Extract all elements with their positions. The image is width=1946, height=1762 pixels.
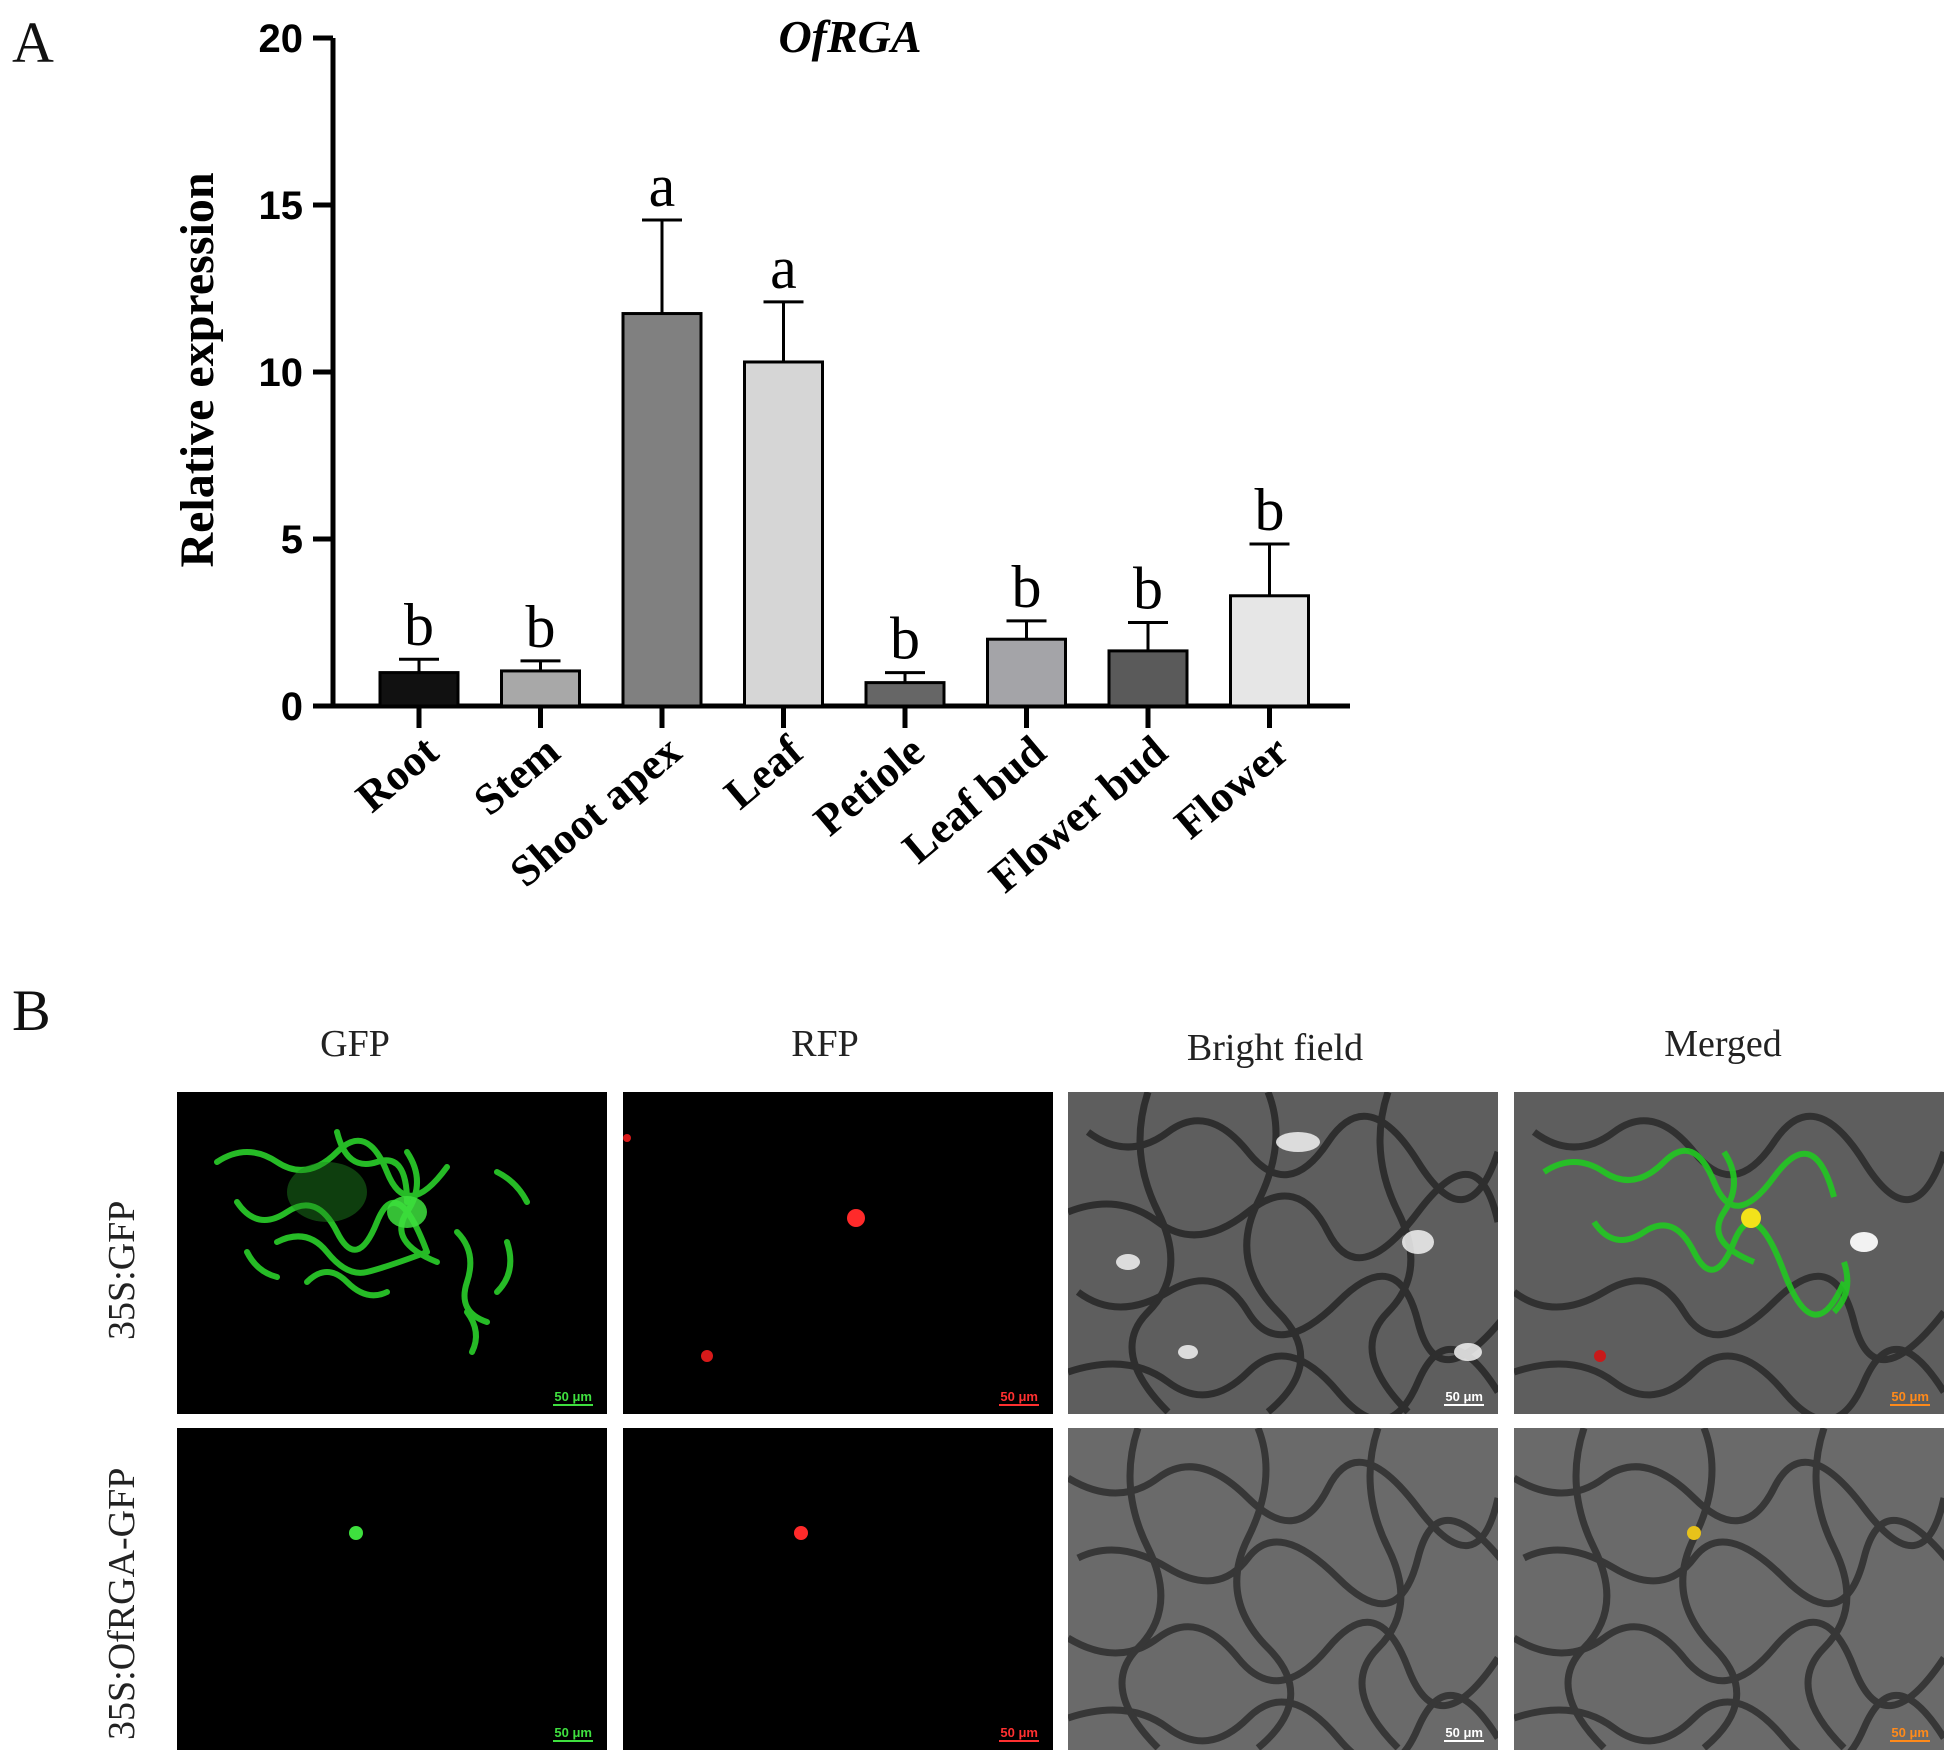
y-tick-label: 15: [259, 184, 304, 228]
panel-letter-b: B: [12, 978, 51, 1043]
bright-field-cells: [1068, 1092, 1498, 1414]
significance-letters: b b a a b b b b: [404, 153, 1285, 672]
column-header-gfp: GFP: [320, 1023, 390, 1065]
bar: [864, 681, 946, 708]
y-tick-label: 10: [259, 351, 304, 395]
column-header-rfp: RFP: [791, 1023, 859, 1065]
row-label-35s-ofrga-gfp: 35S:OfRGA-GFP: [101, 1467, 143, 1740]
column-header-merged: Merged: [1664, 1023, 1782, 1065]
x-tick-label: Root: [347, 726, 448, 822]
scale-bar: 50 μm: [553, 1725, 593, 1742]
bar: [1229, 594, 1310, 708]
merged-cells: [1514, 1092, 1944, 1414]
axes: [330, 38, 1350, 709]
significance-letter: a: [770, 235, 797, 301]
significance-letter: b: [1012, 554, 1042, 620]
gfp-signal-pattern: [214, 1129, 530, 1355]
x-tick-label: Flower: [1165, 726, 1298, 848]
y-tick-label: 0: [281, 685, 303, 729]
significance-letter: b: [1133, 556, 1163, 622]
significance-letter: b: [1255, 477, 1285, 543]
y-tick-label: 5: [281, 518, 303, 562]
bright-field-cells: [1068, 1428, 1498, 1750]
bar: [986, 637, 1067, 708]
bar: [378, 671, 460, 708]
merged-cells: [1514, 1428, 1944, 1750]
micrograph-gfp-35s-gfp: 50 μm: [177, 1092, 607, 1414]
significance-letter: a: [649, 153, 676, 219]
bar: [1107, 649, 1189, 708]
x-tick-label: Leaf: [715, 725, 813, 818]
error-bars: [399, 218, 1290, 683]
significance-letter: b: [890, 606, 920, 672]
x-tick-label: Stem: [464, 726, 569, 825]
rfp-nucleus: [794, 1526, 808, 1540]
scale-bar: 50 μm: [553, 1389, 593, 1406]
column-header-bright-field: Bright field: [1186, 1027, 1364, 1069]
panel-letter-a: A: [12, 10, 54, 75]
y-ticks: 0 5 10 15 20: [259, 17, 333, 729]
micrograph-bright-field-35s-ofrga-gfp: 50 μm: [1068, 1428, 1498, 1750]
y-tick-label: 20: [259, 17, 304, 61]
scale-bar: 50 μm: [999, 1725, 1039, 1742]
scale-bar: 50 μm: [1444, 1389, 1484, 1406]
chart-title: OfRGA: [778, 11, 921, 62]
micrograph-merged-35s-gfp: 50 μm: [1514, 1092, 1944, 1414]
scale-bar: 50 μm: [1890, 1389, 1930, 1406]
row-label-35s-gfp: 35S:GFP: [101, 1200, 143, 1340]
scale-bar: 50 μm: [999, 1389, 1039, 1406]
bar-chart: OfRGA Relative expression b b a a b b b b 0 5 10 1…: [171, 11, 1350, 902]
y-axis-label: Relative expression: [171, 172, 224, 567]
rfp-signal-pattern: [623, 1134, 865, 1362]
bar: [743, 360, 824, 708]
micrograph-gfp-35s-ofrga-gfp: 50 μm: [177, 1428, 607, 1750]
bar: [621, 312, 703, 708]
significance-letter: b: [526, 594, 556, 660]
scale-bar: 50 μm: [1890, 1725, 1930, 1742]
gfp-nucleus: [349, 1526, 363, 1540]
significance-letter: b: [404, 592, 434, 658]
scale-bar: 50 μm: [1444, 1725, 1484, 1742]
micrograph-rfp-35s-ofrga-gfp: 50 μm: [623, 1428, 1053, 1750]
micrograph-bright-field-35s-gfp: 50 μm: [1068, 1092, 1498, 1414]
micrograph-rfp-35s-gfp: 50 μm: [623, 1092, 1053, 1414]
micrograph-merged-35s-ofrga-gfp: 50 μm: [1514, 1428, 1944, 1750]
bar: [500, 669, 581, 708]
bars: [378, 312, 1310, 708]
